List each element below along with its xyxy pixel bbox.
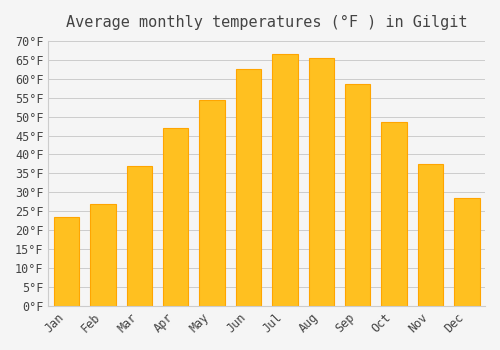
Bar — [272, 54, 297, 306]
Bar — [308, 58, 334, 306]
Bar — [345, 84, 370, 306]
Bar — [163, 128, 188, 306]
Bar — [382, 122, 407, 306]
Bar — [236, 69, 261, 306]
Title: Average monthly temperatures (°F ) in Gilgit: Average monthly temperatures (°F ) in Gi… — [66, 15, 468, 30]
Bar — [454, 198, 479, 306]
Bar — [90, 204, 116, 306]
Bar — [418, 164, 443, 306]
Bar — [54, 217, 80, 306]
Bar — [126, 166, 152, 306]
Bar — [200, 99, 225, 306]
